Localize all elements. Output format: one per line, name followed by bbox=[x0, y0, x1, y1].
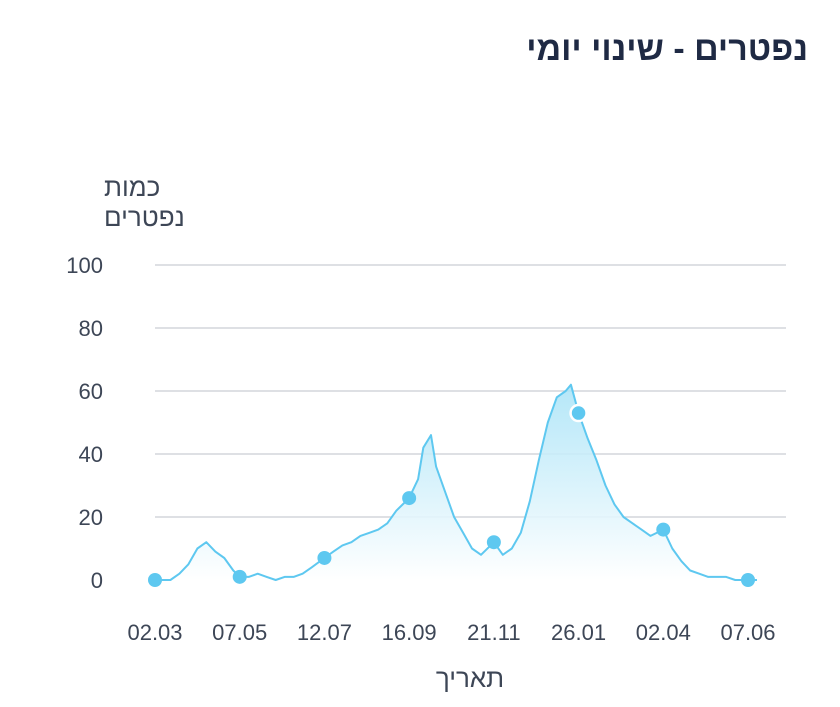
y-axis-title-line-2: נפטרים bbox=[104, 202, 185, 232]
series-area-fill bbox=[155, 384, 757, 580]
y-tick-labels: 0 20 40 60 80 100 bbox=[66, 253, 103, 593]
chart-title: נפטרים - שינוי יומי bbox=[526, 30, 808, 68]
y-axis-title-line-1: כמות bbox=[104, 172, 160, 202]
y-tick-label-0: 0 bbox=[91, 568, 103, 593]
gridlines bbox=[155, 264, 786, 518]
x-tick-label-21.11: 21.11 bbox=[467, 620, 520, 645]
data-marker-07.05[interactable] bbox=[232, 569, 247, 584]
data-marker-26.01[interactable] bbox=[569, 403, 588, 423]
y-tick-label-40: 40 bbox=[79, 442, 103, 467]
y-axis-title: כמות נפטרים bbox=[104, 172, 185, 232]
y-tick-label-80: 80 bbox=[79, 316, 103, 341]
data-marker-02.03[interactable] bbox=[148, 573, 162, 587]
data-marker-12.07[interactable] bbox=[317, 550, 332, 565]
x-tick-label-07.06: 07.06 bbox=[720, 620, 775, 645]
data-marker-07.06[interactable] bbox=[741, 573, 755, 587]
x-tick-label-07.05: 07.05 bbox=[212, 620, 267, 645]
x-tick-label-02.04: 02.04 bbox=[636, 620, 691, 645]
y-tick-label-100: 100 bbox=[66, 253, 103, 278]
x-tick-label-12.07: 12.07 bbox=[297, 620, 352, 645]
data-marker-02.04[interactable] bbox=[656, 522, 671, 537]
x-tick-label-26.01: 26.01 bbox=[551, 620, 606, 645]
x-tick-label-02.03: 02.03 bbox=[127, 620, 182, 645]
series-line[interactable] bbox=[155, 383, 757, 581]
x-tick-labels: 02.03 07.05 12.07 16.09 21.11 26.01 02.04 07.06 bbox=[127, 620, 775, 645]
x-axis-title: תאריך bbox=[436, 663, 504, 693]
y-tick-label-60: 60 bbox=[79, 379, 103, 404]
x-tick-label-16.09: 16.09 bbox=[382, 620, 437, 645]
data-marker-21.11[interactable] bbox=[486, 535, 501, 550]
data-markers bbox=[148, 403, 755, 587]
y-tick-label-20: 20 bbox=[79, 505, 103, 530]
data-marker-16.09[interactable] bbox=[402, 491, 417, 506]
